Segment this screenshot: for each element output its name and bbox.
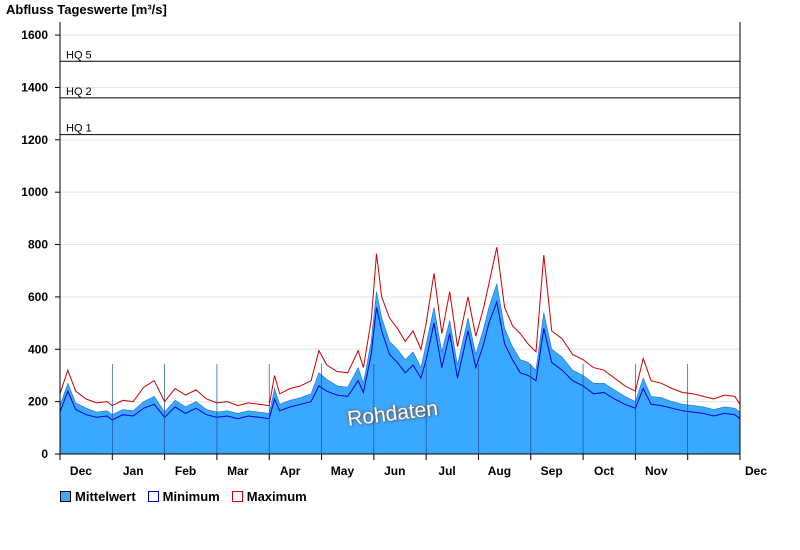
legend-label-minimum: Minimum [162,489,220,504]
y-tick-label: 400 [28,342,48,356]
legend-item-mittelwert: Mittelwert [60,489,136,504]
x-tick-label: Dec [745,464,767,478]
chart-title: Abfluss Tageswerte [m³/s] [6,2,167,17]
series-line-maximum [59,247,741,407]
x-tick-label: Aug [488,464,511,478]
chart-legend: Mittelwert Minimum Maximum [60,489,307,504]
legend-item-maximum: Maximum [231,489,307,504]
x-tick-label: May [331,464,355,478]
y-tick-label: 1600 [21,28,48,42]
hq-label: HQ 2 [66,86,92,98]
hq-label: HQ 5 [66,49,92,61]
legend-label-mittelwert: Mittelwert [75,489,136,504]
x-tick-label: Jul [438,464,455,478]
x-tick-label: Apr [280,464,301,478]
y-tick-label: 600 [28,290,48,304]
series-area-mittelwert [59,283,741,455]
x-tick-label: Feb [175,464,196,478]
x-tick-label: Oct [594,464,614,478]
x-tick-label: Mar [227,464,249,478]
legend-swatch-maximum [231,491,243,502]
legend-swatch-minimum [147,491,159,502]
legend-swatch-mittelwert [60,491,71,502]
x-tick-label: Jan [123,464,144,478]
y-tick-label: 0 [41,447,48,461]
x-tick-label: Jun [384,464,405,478]
y-tick-label: 800 [28,238,48,252]
hq-label: HQ 1 [66,123,92,135]
legend-label-maximum: Maximum [246,489,307,504]
y-tick-label: 1000 [21,185,48,199]
series-line-minimum [59,300,741,421]
legend-item-minimum: Minimum [147,489,220,504]
y-tick-label: 1200 [21,133,48,147]
y-tick-label: 200 [28,395,48,409]
y-tick-label: 1400 [21,80,48,94]
x-tick-label: Sep [541,464,563,478]
x-tick-label: Dec [70,464,92,478]
x-tick-label: Nov [645,464,668,478]
